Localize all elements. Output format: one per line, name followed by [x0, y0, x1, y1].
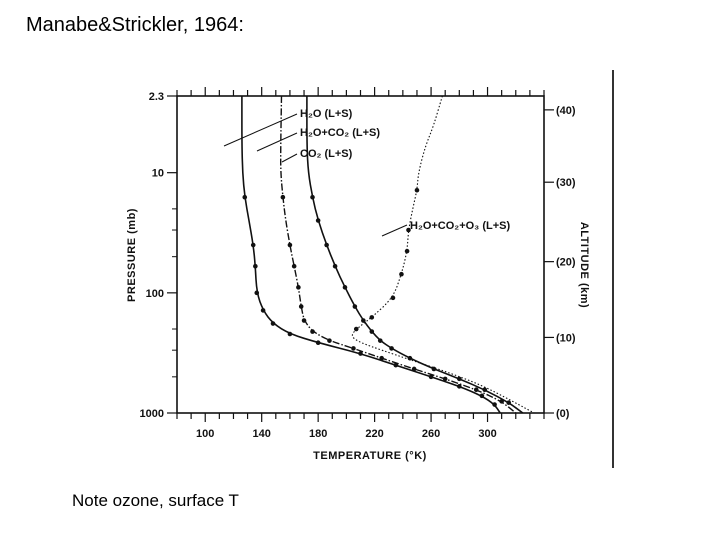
series-point-h2o-co2-l-s [310, 329, 315, 334]
series-label-h2o-l-s: H₂O (L+S) [300, 108, 353, 120]
series-point-h2o-l-s [253, 263, 258, 269]
series-label-co2-l-s: CO₂ (L+S) [300, 148, 353, 160]
series-leader-h2o-l-s [223, 113, 298, 147]
series-point-h2o-co2-o3-l-s [399, 271, 404, 277]
right-edge-rule [612, 70, 614, 468]
series-layer [241, 95, 535, 414]
series-point-h2o-co2-l-s [473, 387, 479, 393]
series-point-h2o-l-s [492, 402, 497, 407]
plot-border [176, 95, 545, 414]
y-tick-label: 1000 [140, 408, 164, 420]
series-leader-h2o-co2-l-s [256, 132, 298, 152]
series-point-co2-l-s [361, 318, 366, 323]
series-point-h2o-l-s [250, 242, 256, 248]
series-point-co2-l-s [457, 376, 462, 382]
series-point-co2-l-s [310, 194, 315, 200]
series-point-h2o-co2-l-s [287, 242, 293, 248]
series-point-h2o-l-s [479, 393, 485, 399]
series-point-h2o-l-s [260, 308, 266, 313]
alt-tick-label: (30) [556, 177, 576, 189]
slide-title: Manabe&Strickler, 1964: [26, 14, 244, 36]
series-line-h2o-co2-o3-l-s [351, 95, 535, 414]
alt-tick-label: (20) [556, 257, 576, 269]
alt-tick-label: (40) [556, 105, 576, 117]
series-point-co2-l-s [332, 263, 338, 269]
y-tick-label: 10 [152, 168, 164, 180]
series-point-co2-l-s [389, 346, 394, 351]
alt-tick-label: (10) [556, 332, 576, 344]
series-point-h2o-l-s [287, 331, 293, 337]
y2-axis-title: ALTITUDE (km) [578, 222, 590, 308]
series-line-co2-l-s [306, 95, 524, 414]
x-tick-label: 220 [365, 428, 383, 440]
series-point-co2-l-s [369, 329, 375, 334]
series-point-h2o-l-s [242, 194, 248, 200]
series-label-h2o-co2-l-s: H₂O+CO₂ (L+S) [300, 127, 380, 139]
series-point-h2o-l-s [254, 290, 260, 296]
series-point-h2o-co2-l-s [291, 263, 297, 269]
plot-frame [176, 95, 545, 414]
series-point-h2o-co2-l-s [442, 376, 448, 382]
series-point-h2o-co2-l-s [298, 304, 304, 309]
x-axis-title: TEMPERATURE (°K) [313, 450, 427, 462]
series-leader-co2-l-s [281, 153, 298, 163]
series-label-h2o-co2-o3-l-s: H₂O+CO₂+O₃ (L+S) [410, 220, 510, 232]
x-tick-label: 260 [422, 428, 440, 440]
series-point-co2-l-s [506, 400, 512, 405]
alt-tick-label: (0) [556, 408, 570, 420]
series-point-co2-l-s [342, 285, 348, 290]
series-point-co2-l-s [315, 218, 321, 223]
series-point-h2o-co2-o3-l-s [414, 187, 420, 193]
series-point-h2o-co2-o3-l-s [406, 227, 411, 233]
series-point-h2o-co2-l-s [411, 366, 417, 372]
series-point-h2o-l-s [315, 340, 321, 346]
y-axis-title: PRESSURE (mb) [126, 208, 138, 302]
series-point-h2o-co2-l-s [351, 346, 356, 351]
series-leader-h2o-co2-o3-l-s [381, 224, 408, 237]
series-point-h2o-co2-l-s [280, 194, 286, 200]
series-point-h2o-co2-o3-l-s [369, 315, 375, 320]
series-line-h2o-co2-l-s [279, 95, 517, 414]
x-tick-label: 100 [196, 428, 214, 440]
series-point-h2o-l-s [457, 384, 462, 389]
y-tick-label: 100 [146, 288, 164, 300]
series-point-h2o-co2-l-s [296, 285, 301, 290]
x-tick-label: 140 [253, 428, 271, 440]
series-point-co2-l-s [352, 304, 358, 309]
series-point-co2-l-s [482, 387, 488, 393]
series-point-h2o-co2-l-s [379, 355, 384, 361]
series-point-h2o-l-s [428, 374, 434, 380]
series-point-h2o-co2-l-s [301, 318, 307, 323]
labels-layer: 100 140 180 220 260 300 2.3 10 100 1000 (40) (30) (2… [140, 91, 576, 440]
series-point-h2o-co2-l-s [327, 338, 332, 343]
series-point-co2-l-s [377, 338, 383, 343]
y-tick-label: 2.3 [149, 91, 164, 103]
series-line-h2o-l-s [241, 96, 501, 414]
series-point-h2o-l-s [270, 321, 276, 326]
series-point-co2-l-s [324, 242, 329, 248]
tick-marks [167, 87, 554, 422]
series-point-h2o-co2-o3-l-s [404, 248, 410, 254]
slide-note: Note ozone, surface T [72, 491, 239, 510]
series-point-h2o-co2-o3-l-s [353, 326, 359, 332]
x-tick-label: 180 [309, 428, 327, 440]
x-tick-label: 300 [478, 428, 496, 440]
series-point-h2o-l-s [393, 362, 399, 368]
series-point-h2o-l-s [358, 351, 363, 356]
series-point-h2o-co2-o3-l-s [390, 295, 396, 301]
